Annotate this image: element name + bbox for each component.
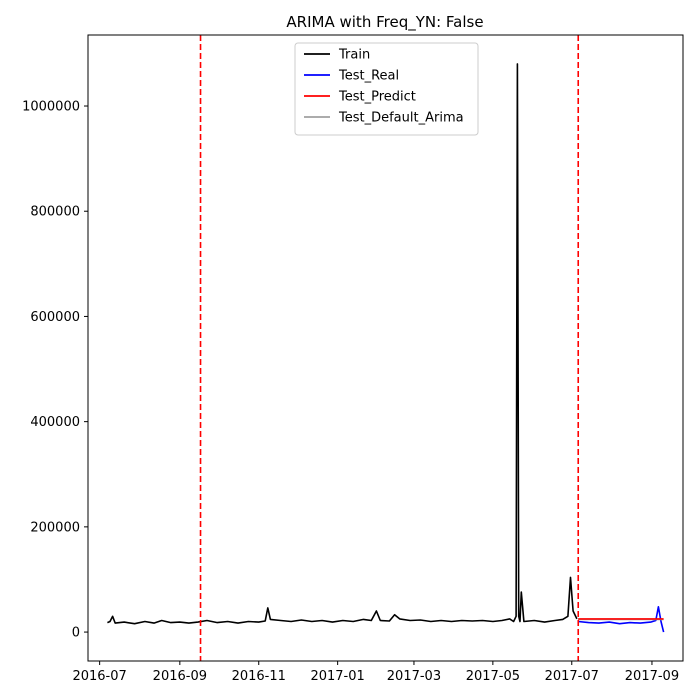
y-tick-label: 1000000: [22, 100, 80, 115]
x-tick-label: 2017-09: [625, 669, 679, 684]
x-tick-label: 2016-07: [72, 669, 126, 684]
legend-label-test-predict: Test_Predict: [338, 90, 416, 105]
series-layer: [107, 63, 665, 633]
x-tick-label: 2017-03: [387, 669, 441, 684]
legend-box: [294, 42, 479, 136]
y-axis-ticks: 0 200000 400000 600000 800000 1000000: [22, 100, 88, 641]
y-tick-label: 800000: [30, 205, 80, 220]
y-tick-label: 600000: [30, 310, 80, 325]
x-tick-label: 2017-05: [466, 669, 520, 684]
y-tick-label: 0: [72, 626, 80, 641]
x-tick-label: 2017-07: [545, 669, 599, 684]
series-line-train: [107, 63, 578, 625]
series-line-test-real: [578, 605, 665, 633]
x-tick-label: 2016-11: [232, 669, 286, 684]
legend-label-test-real: Test_Real: [338, 69, 399, 84]
legend-label-test-default-arima: Test_Default_Arima: [338, 111, 464, 126]
chart-title: ARIMA with Freq_YN: False: [286, 13, 483, 32]
x-tick-label: 2017-01: [310, 669, 364, 684]
x-tick-label: 2016-09: [153, 669, 207, 684]
y-tick-label: 400000: [30, 415, 80, 430]
plot-area-frame: [87, 34, 684, 662]
vertical-lines-layer: [199, 35, 580, 661]
x-axis-ticks: 2016-07 2016-09 2016-11 2017-01 2017-03 2017-…: [72, 661, 679, 684]
legend-label-train: Train: [338, 48, 370, 63]
y-tick-label: 200000: [30, 520, 80, 535]
legend: Train Test_Real Test_Predict Test_Default_A…: [294, 42, 479, 136]
